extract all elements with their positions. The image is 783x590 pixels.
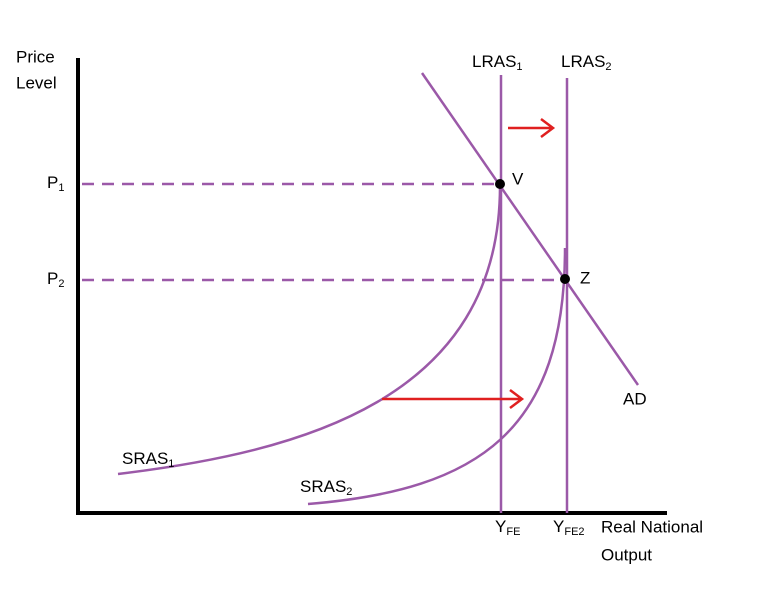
point-label: V — [512, 169, 524, 188]
curve-label: AD — [623, 389, 647, 408]
curve-label: LRAS1 — [472, 52, 523, 72]
label-part: Y — [553, 517, 564, 536]
label-part: LRAS — [561, 52, 605, 71]
label-part: FE — [506, 526, 520, 538]
label-part: P — [47, 269, 58, 288]
point-v — [495, 179, 505, 189]
shift-arrow — [382, 389, 525, 409]
curve-label: SRAS1 — [122, 449, 174, 469]
label-part: 2 — [58, 278, 64, 290]
label-part: Y — [495, 517, 506, 536]
point-label: Z — [580, 268, 590, 287]
y-axis-label: Price — [16, 47, 55, 66]
label-part: 1 — [168, 458, 174, 470]
price-label: P1 — [47, 173, 64, 193]
label-part: 2 — [346, 486, 352, 498]
x-axis-label: Real National — [601, 517, 703, 536]
point-z — [560, 274, 570, 284]
label-part: 1 — [58, 182, 64, 194]
label-part: 1 — [516, 61, 522, 73]
y-axis-label: Level — [16, 73, 57, 92]
ad-curve — [420, 72, 640, 386]
curve-label: LRAS2 — [561, 52, 612, 72]
label-part: LRAS — [472, 52, 516, 71]
label-part: SRAS — [300, 477, 346, 496]
sras2-curve — [307, 247, 567, 506]
sras1-curve — [117, 185, 502, 476]
output-label: YFE2 — [553, 517, 585, 537]
curve-label: SRAS2 — [300, 477, 352, 497]
x-axis-label: Output — [601, 545, 652, 564]
label-part: SRAS — [122, 449, 168, 468]
label-part: P — [47, 173, 58, 192]
shift-arrow — [508, 118, 556, 138]
label-part: 2 — [605, 61, 611, 73]
output-label: YFE — [495, 517, 520, 537]
label-part: FE2 — [564, 526, 584, 538]
price-label: P2 — [47, 269, 64, 289]
